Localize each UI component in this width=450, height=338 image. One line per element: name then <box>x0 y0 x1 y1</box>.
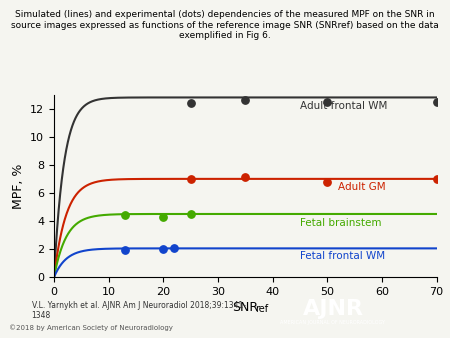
Text: Fetal frontal WM: Fetal frontal WM <box>300 251 385 261</box>
Text: ref: ref <box>255 304 268 314</box>
Point <box>122 213 129 218</box>
Text: AMERICAN JOURNAL OF NEURORADIOLOGY: AMERICAN JOURNAL OF NEURORADIOLOGY <box>280 320 386 325</box>
Point <box>160 214 167 219</box>
Point <box>324 179 331 185</box>
Point <box>187 176 194 182</box>
Point <box>160 246 167 252</box>
Point <box>242 98 249 103</box>
Text: Fetal brainstem: Fetal brainstem <box>300 218 382 228</box>
Text: Simulated (lines) and experimental (dots) dependencies of the measured MPF on th: Simulated (lines) and experimental (dots… <box>11 10 439 40</box>
Point <box>242 175 249 180</box>
Point <box>187 211 194 217</box>
Text: SNR: SNR <box>232 301 258 314</box>
Text: V.L. Yarnykh et al. AJNR Am J Neuroradiol 2018;39:1341-
1348: V.L. Yarnykh et al. AJNR Am J Neuroradio… <box>32 301 246 320</box>
Point <box>324 99 331 104</box>
Point <box>433 99 440 104</box>
Point <box>122 247 129 252</box>
Text: Adult GM: Adult GM <box>338 182 386 192</box>
Point <box>171 246 178 251</box>
Point <box>433 176 440 182</box>
Text: Adult frontal WM: Adult frontal WM <box>300 101 387 111</box>
Point <box>187 100 194 106</box>
Y-axis label: MPF, %: MPF, % <box>12 163 25 209</box>
Text: ©2018 by American Society of Neuroradiology: ©2018 by American Society of Neuroradiol… <box>9 324 173 331</box>
Text: AJNR: AJNR <box>302 299 364 319</box>
